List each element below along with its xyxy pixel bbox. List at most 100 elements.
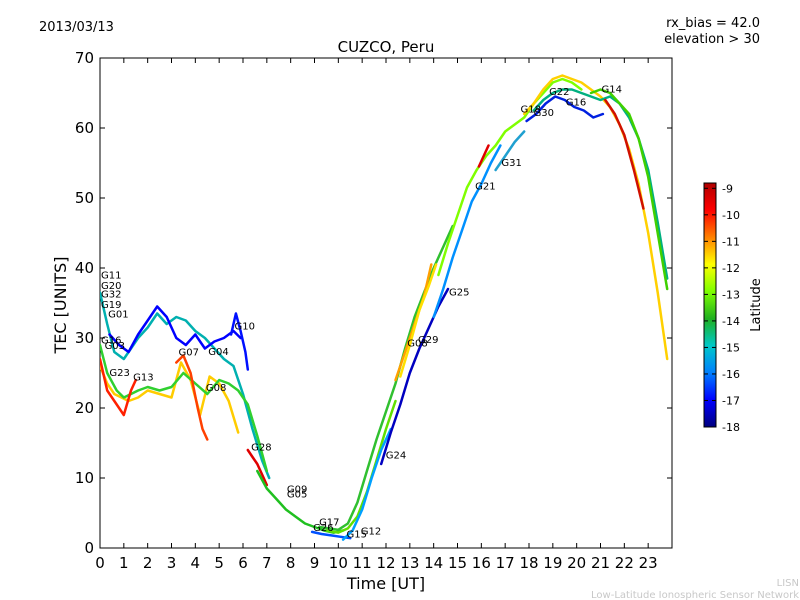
y-tick-label: 60 — [75, 119, 94, 137]
date-label: 2013/03/13 — [39, 20, 114, 35]
series-line-g31 — [494, 130, 526, 172]
elevation-label: elevation > 30 — [664, 32, 760, 47]
prn-label: G22 — [549, 87, 569, 98]
series-line-g13 — [100, 357, 138, 417]
series-line-g17 — [318, 224, 454, 532]
prn-label: G31 — [501, 158, 521, 169]
prn-label: G03 — [105, 341, 125, 352]
series-line-g23 — [100, 361, 240, 434]
prn-label: G15 — [346, 530, 366, 541]
prn-label: G18 — [520, 105, 540, 116]
x-tick-label: 19 — [543, 554, 562, 572]
x-tick-label: 20 — [567, 554, 586, 572]
colorbar-tick-label: -9 — [722, 182, 733, 195]
colorbar-tick-label: -12 — [722, 262, 740, 275]
prn-label: G04 — [208, 347, 228, 358]
y-tick-label: 50 — [75, 189, 94, 207]
prn-label: G11 — [101, 271, 121, 282]
x-tick-label: 8 — [286, 554, 296, 572]
prn-label: G30 — [534, 108, 554, 119]
prn-label: G25 — [449, 287, 469, 298]
prn-label: G26 — [313, 523, 333, 534]
y-tick-label: 20 — [75, 399, 94, 417]
y-tick-label: 10 — [75, 469, 94, 487]
footer-lisn: LISN — [777, 578, 799, 589]
prn-label: G20 — [101, 281, 121, 292]
chart-title: CUZCO, Peru — [338, 38, 435, 56]
x-tick-label: 14 — [424, 554, 443, 572]
series-line-g14 — [589, 88, 669, 291]
prn-label: G01 — [108, 310, 128, 321]
colorbar-tick-label: -16 — [722, 368, 740, 381]
x-tick-label: 18 — [519, 554, 538, 572]
colorbar — [703, 182, 717, 428]
x-tick-label: 17 — [496, 554, 515, 572]
x-tick-label: 10 — [329, 554, 348, 572]
series-line-g11 — [100, 291, 271, 480]
x-tick-label: 1 — [119, 554, 129, 572]
prn-label: G08 — [407, 338, 427, 349]
series-line-g10 — [229, 312, 250, 371]
prn-label: G16 — [566, 98, 586, 109]
x-tick-label: 12 — [376, 554, 395, 572]
x-tick-label: 2 — [143, 554, 153, 572]
prn-label: G29 — [418, 335, 438, 346]
series-line-g07 — [175, 354, 209, 441]
series-line-g18 — [477, 144, 490, 168]
series-line-g28 — [246, 448, 269, 487]
prn-label: G10 — [234, 322, 254, 333]
x-tick-label: 9 — [310, 554, 320, 572]
plot-frame — [99, 57, 673, 549]
x-tick-label: 22 — [615, 554, 634, 572]
x-axis-label: Time [UT] — [346, 574, 425, 593]
y-tick-label: 40 — [75, 259, 94, 277]
colorbar-tick-label: -17 — [722, 394, 740, 407]
x-tick-label: 15 — [448, 554, 467, 572]
colorbar-tick-label: -10 — [722, 209, 740, 222]
prn-label: G32 — [101, 289, 121, 300]
prn-label: G23 — [109, 368, 129, 379]
series-line-g12 — [325, 399, 397, 534]
prn-label: G05 — [287, 490, 307, 501]
y-tick-label: 30 — [75, 329, 94, 347]
series-line-g03 — [100, 343, 269, 473]
x-tick-label: 23 — [639, 554, 658, 572]
x-tick-label: 4 — [191, 554, 201, 572]
series-line-g14r — [604, 98, 645, 210]
prn-label: G14 — [602, 84, 622, 95]
series-line-g21 — [437, 77, 583, 277]
x-tick-label: 13 — [400, 554, 419, 572]
x-tick-label: 7 — [262, 554, 272, 572]
x-tick-label: 16 — [472, 554, 491, 572]
prn-label: G28 — [251, 443, 271, 454]
prn-label: G08 — [206, 383, 226, 394]
x-tick-label: 6 — [238, 554, 248, 572]
colorbar-tick-label: -15 — [722, 341, 740, 354]
prn-label: G24 — [386, 450, 406, 461]
series-line-g30 — [525, 95, 605, 123]
colorbar-tick-label: -11 — [722, 235, 740, 248]
colorbar-label: Latitude — [749, 278, 764, 332]
x-tick-label: 0 — [95, 554, 105, 572]
colorbar-tick-label: -13 — [722, 288, 740, 301]
x-tick-label: 21 — [591, 554, 610, 572]
y-axis-label: TEC [UNITS] — [51, 257, 70, 355]
series-line-g29 — [399, 263, 438, 378]
x-tick-label: 3 — [167, 554, 177, 572]
colorbar-tick-label: -14 — [722, 315, 740, 328]
x-tick-label: 11 — [353, 554, 372, 572]
prn-label: G16 — [101, 336, 121, 347]
prn-label: G12 — [361, 527, 381, 538]
prn-label: G09 — [287, 485, 307, 496]
colorbar-tick-label: -18 — [722, 421, 740, 434]
rx-bias-label: rx_bias = 42.0 — [666, 16, 760, 31]
x-tick-label: 5 — [214, 554, 224, 572]
series-line-g15 — [341, 427, 393, 541]
prn-label: G21 — [475, 182, 495, 193]
footer-network: Low-Latitude Ionospheric Sensor Network — [591, 590, 799, 600]
series-line-g01 — [108, 305, 242, 354]
prn-label: G07 — [178, 348, 198, 359]
prn-label: G13 — [133, 373, 153, 384]
y-tick-label: 70 — [75, 49, 94, 67]
